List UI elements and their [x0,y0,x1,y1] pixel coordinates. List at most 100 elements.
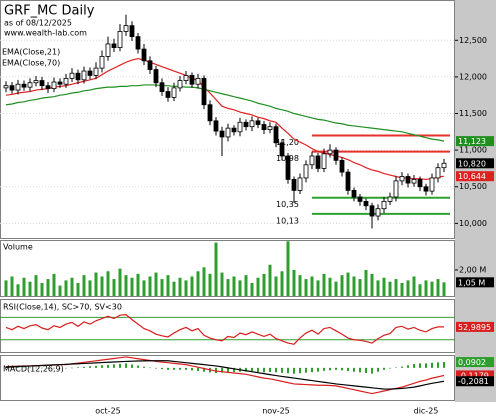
panel-title: MACD(12,26,9) [3,365,64,374]
volume-bar [4,280,8,296]
histogram-bar [185,367,187,370]
volume-bar [94,272,98,296]
level-label: 11,20 [276,138,299,147]
candle-body [405,176,411,184]
volume-bar [214,242,218,296]
volume-bar [70,277,74,296]
volume-bar [142,280,146,296]
candle-body [375,208,381,217]
histogram-bar [437,362,439,368]
histogram-bar [245,367,247,372]
histogram-bar [413,364,415,368]
candle-body [69,72,75,79]
line-series [5,356,445,395]
candle-body [243,121,249,128]
candle-body [171,87,177,98]
histogram-bar [215,367,217,373]
line-series [5,57,445,181]
last-value-box [456,321,494,332]
histogram-bar [347,367,349,372]
histogram-bar [167,367,169,370]
histogram-bar [65,367,67,369]
candle-body [303,164,309,179]
candle-body [429,177,435,192]
candle-body [291,179,297,191]
volume-bar [394,279,398,296]
volume-bar [10,276,14,296]
histogram-bar [203,367,205,372]
y-tick-label: 12,500 [459,36,487,45]
volume-bar [100,276,104,296]
histogram-bar [377,367,379,372]
histogram-bar [95,365,97,368]
candle-body [321,153,327,169]
chart-title: GRF_MC Daily [4,4,95,19]
histogram-bar [335,367,337,370]
volume-bar [28,281,32,296]
level-label: 10,13 [276,216,299,225]
candle-body [231,127,237,133]
axis-strip [455,0,496,402]
histogram-bar [119,363,121,368]
histogram-bar [101,365,103,368]
histogram-bar [77,367,79,368]
histogram-bar [299,367,301,374]
volume-bar [16,284,20,296]
histogram-bar [305,367,307,373]
y-tick-label: 2,00 M [459,265,486,274]
candle-body [63,77,69,85]
histogram-bar [59,367,61,369]
candle-body [105,43,111,57]
volume-bar [106,271,110,296]
last-value-label: 52,9895 [458,323,491,332]
candle-body [75,72,81,81]
volume-bar [160,279,164,296]
volume-bar [274,276,278,296]
histogram-bar [143,366,145,368]
volume-bar [310,276,314,296]
volume-bar [250,282,254,296]
last-value-box [456,171,494,182]
candle-body [273,126,279,144]
candle-body [381,200,387,210]
volume-bar [256,277,260,296]
candle-body [135,36,141,50]
candle-body [81,70,87,81]
volume-bar [424,280,428,296]
last-value-box [456,277,494,288]
volume-bar [322,273,326,296]
histogram-bar [257,367,259,373]
y-tick-label: 10,500 [459,182,487,191]
date: as of 08/12/2025 [4,19,72,28]
volume-bar [316,280,320,296]
histogram-bar [155,367,157,369]
histogram-bar [191,367,193,371]
histogram-bar [323,367,325,371]
candle-body [393,180,399,198]
candle-body [327,149,333,155]
candle-body [201,77,207,106]
volume-bar [334,281,338,296]
histogram-bar [113,364,115,368]
volume-bar [304,279,308,296]
panel-frame [0,355,455,401]
last-value-label: 1,05 M [458,278,485,287]
candle-body [315,155,321,169]
candle-body [57,81,63,85]
volume-bar [184,280,188,296]
histogram-bar [173,367,175,370]
volume-bar [262,273,266,296]
volume-bar [430,281,434,296]
candle-body [111,43,117,48]
volume-bar [406,280,410,296]
candle-body [333,149,339,161]
panel-frame [0,0,455,239]
candle-body [399,176,405,182]
volume-bar [88,280,92,296]
legend-entry: EMA(Close,21) [2,48,60,57]
histogram-bar [293,367,295,374]
candle-body [225,127,231,138]
volume-bar [286,241,290,296]
histogram-bar [401,366,403,368]
